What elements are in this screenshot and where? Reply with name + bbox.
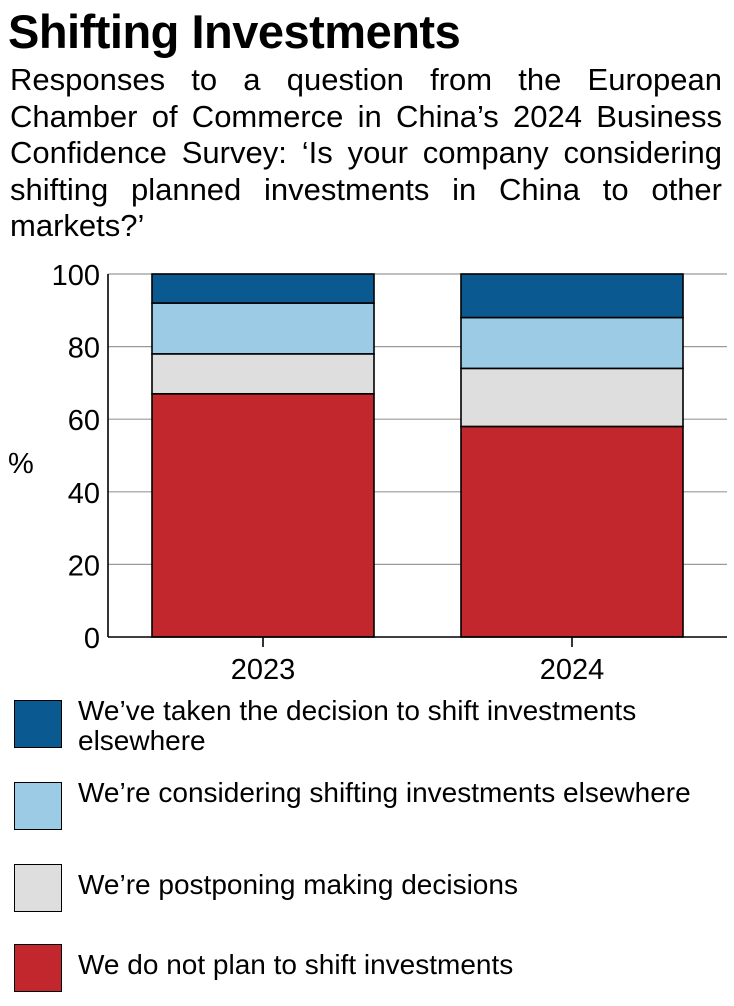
- bars: [151, 273, 684, 638]
- y-tick-label-80: 80: [68, 333, 100, 365]
- legend-item-no-plan: We do not plan to shift investments: [14, 944, 708, 992]
- x-tick-label-2024: 2024: [540, 654, 605, 686]
- legend-swatch-decided: [14, 700, 62, 748]
- bar-2024-decided: [460, 273, 684, 319]
- legend-item-considering: We’re considering shifting investments e…: [14, 778, 708, 830]
- legend-label-decided: We’ve taken the decision to shift invest…: [78, 695, 637, 756]
- legend-swatch-postponing: [14, 864, 62, 912]
- y-tick-label-20: 20: [68, 550, 100, 582]
- legend-item-postponing: We’re postponing making decisions: [14, 864, 708, 912]
- bar-2024-no_plan: [460, 425, 684, 638]
- bar-2023-considering: [151, 302, 375, 355]
- y-tick-label-100: 100: [52, 260, 100, 292]
- bar-2024-considering: [460, 316, 684, 370]
- legend-label-no-plan: We do not plan to shift investments: [78, 949, 514, 980]
- legend-label-considering: We’re considering shifting investments e…: [78, 777, 691, 808]
- y-tick-label-40: 40: [68, 478, 100, 510]
- stacked-bar-chart: 0 20 40 60 80 100% 2023 2024: [8, 260, 727, 686]
- bar-2023-no_plan: [151, 392, 375, 638]
- legend-swatch-considering: [14, 782, 62, 830]
- legend-label-postponing: We’re postponing making decisions: [78, 869, 518, 900]
- bar-2024-postponing: [460, 367, 684, 428]
- legend-swatch-no-plan: [14, 944, 62, 992]
- axes: 0 20 40 60 80 100% 2023 2024: [8, 260, 727, 686]
- y-axis-label: %: [8, 448, 34, 480]
- bar-2023-postponing: [151, 353, 375, 395]
- legend-item-decided: We’ve taken the decision to shift invest…: [14, 696, 708, 756]
- y-tick-label-0: 0: [84, 623, 100, 655]
- x-tick-label-2023: 2023: [231, 654, 296, 686]
- chart-title: Shifting Investments: [8, 5, 461, 58]
- y-tick-label-60: 60: [68, 405, 100, 437]
- bar-2023-decided: [151, 273, 375, 304]
- chart-subtitle: Responses to a question from the Europea…: [10, 62, 722, 243]
